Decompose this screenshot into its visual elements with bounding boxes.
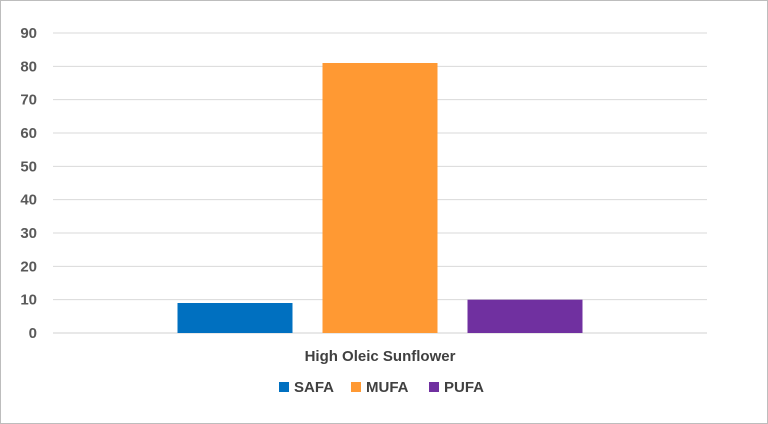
bar-safa <box>177 303 293 333</box>
legend-swatch-mufa <box>351 382 361 392</box>
bar-pufa <box>467 299 583 333</box>
legend-swatch-pufa <box>429 382 439 392</box>
x-axis: High Oleic Sunflower <box>305 348 456 365</box>
category-label: High Oleic Sunflower <box>305 348 456 365</box>
bars <box>177 63 583 333</box>
legend-swatch-safa <box>279 382 289 392</box>
y-tick-label: 90 <box>20 25 37 42</box>
legend-label-pufa: PUFA <box>444 379 484 396</box>
y-tick-label: 50 <box>20 158 37 175</box>
y-tick-label: 40 <box>20 192 37 209</box>
bar-mufa <box>322 63 438 333</box>
y-axis: 0 10 20 30 40 50 60 70 80 90 <box>20 25 37 342</box>
y-tick-label: 70 <box>20 92 37 109</box>
y-tick-label: 0 <box>29 325 37 342</box>
y-tick-label: 10 <box>20 292 37 309</box>
legend-label-mufa: MUFA <box>366 379 409 396</box>
y-tick-label: 80 <box>20 58 37 75</box>
y-tick-label: 60 <box>20 125 37 142</box>
y-tick-label: 20 <box>20 258 37 275</box>
y-tick-label: 30 <box>20 225 37 242</box>
legend-label-safa: SAFA <box>294 379 334 396</box>
legend: SAFA MUFA PUFA <box>279 379 484 396</box>
